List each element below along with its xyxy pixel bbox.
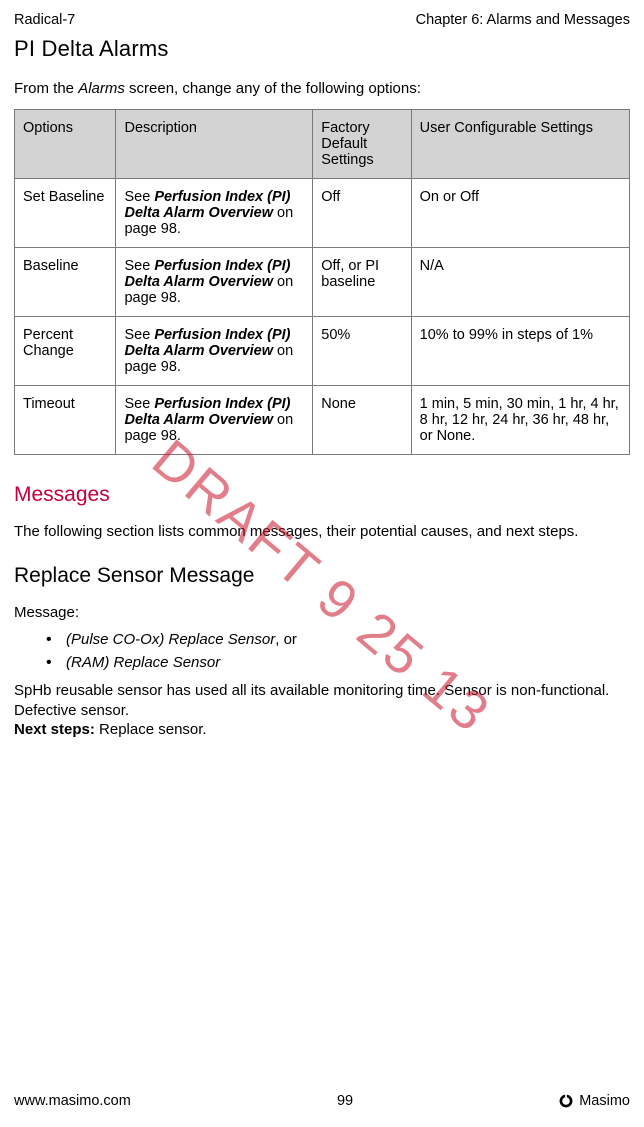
col-options: Options <box>15 110 116 179</box>
messages-body: The following section lists common messa… <box>14 523 630 540</box>
chapter-title: Chapter 6: Alarms and Messages <box>416 12 630 28</box>
footer-brand-text: Masimo <box>579 1093 630 1109</box>
page-footer: www.masimo.com 99 Masimo <box>14 1093 630 1109</box>
table-row: Percent ChangeSee Perfusion Index (PI) D… <box>15 317 630 386</box>
cell-option: Timeout <box>15 386 116 455</box>
message-label: Message: <box>14 604 630 621</box>
intro-pre: From the <box>14 80 78 97</box>
cell-user: 1 min, 5 min, 30 min, 1 hr, 4 hr, 8 hr, … <box>411 386 629 455</box>
next-steps-label: Next steps: <box>14 721 95 738</box>
table-row: Set BaselineSee Perfusion Index (PI) Del… <box>15 179 630 248</box>
cell-description: See Perfusion Index (PI) Delta Alarm Ove… <box>116 179 313 248</box>
cell-default: Off, or PI baseline <box>313 248 411 317</box>
cell-user: 10% to 99% in steps of 1% <box>411 317 629 386</box>
col-description: Description <box>116 110 313 179</box>
replace-sensor-heading: Replace Sensor Message <box>14 564 630 588</box>
cell-option: Percent Change <box>15 317 116 386</box>
table-header-row: Options Description Factory Default Sett… <box>15 110 630 179</box>
section-heading: PI Delta Alarms <box>14 36 630 62</box>
cell-default: None <box>313 386 411 455</box>
intro-italic: Alarms <box>78 80 125 97</box>
col-user: User Configurable Settings <box>411 110 629 179</box>
sensor-description: SpHb reusable sensor has used all its av… <box>14 681 630 720</box>
intro-text: From the Alarms screen, change any of th… <box>14 80 630 97</box>
masimo-logo-icon <box>559 1094 573 1108</box>
list-item: (Pulse CO-Ox) Replace Sensor, or <box>66 631 630 648</box>
cell-option: Baseline <box>15 248 116 317</box>
table-row: BaselineSee Perfusion Index (PI) Delta A… <box>15 248 630 317</box>
options-table: Options Description Factory Default Sett… <box>14 109 630 455</box>
cell-default: 50% <box>313 317 411 386</box>
next-steps-text: Replace sensor. <box>95 721 207 738</box>
cell-user: On or Off <box>411 179 629 248</box>
intro-post: screen, change any of the following opti… <box>125 80 421 97</box>
page-header: Radical-7 Chapter 6: Alarms and Messages <box>14 12 630 28</box>
messages-heading: Messages <box>14 483 630 507</box>
cell-user: N/A <box>411 248 629 317</box>
cell-option: Set Baseline <box>15 179 116 248</box>
cell-description: See Perfusion Index (PI) Delta Alarm Ove… <box>116 386 313 455</box>
cell-default: Off <box>313 179 411 248</box>
message-list: (Pulse CO-Ox) Replace Sensor, or (RAM) Re… <box>14 631 630 671</box>
cell-description: See Perfusion Index (PI) Delta Alarm Ove… <box>116 248 313 317</box>
product-name: Radical-7 <box>14 12 75 28</box>
col-default: Factory Default Settings <box>313 110 411 179</box>
page-number: 99 <box>337 1093 353 1109</box>
cell-description: See Perfusion Index (PI) Delta Alarm Ove… <box>116 317 313 386</box>
table-row: TimeoutSee Perfusion Index (PI) Delta Al… <box>15 386 630 455</box>
list-item: (RAM) Replace Sensor <box>66 654 630 671</box>
footer-url: www.masimo.com <box>14 1093 131 1109</box>
footer-brand: Masimo <box>559 1093 630 1109</box>
next-steps: Next steps: Replace sensor. <box>14 720 630 740</box>
